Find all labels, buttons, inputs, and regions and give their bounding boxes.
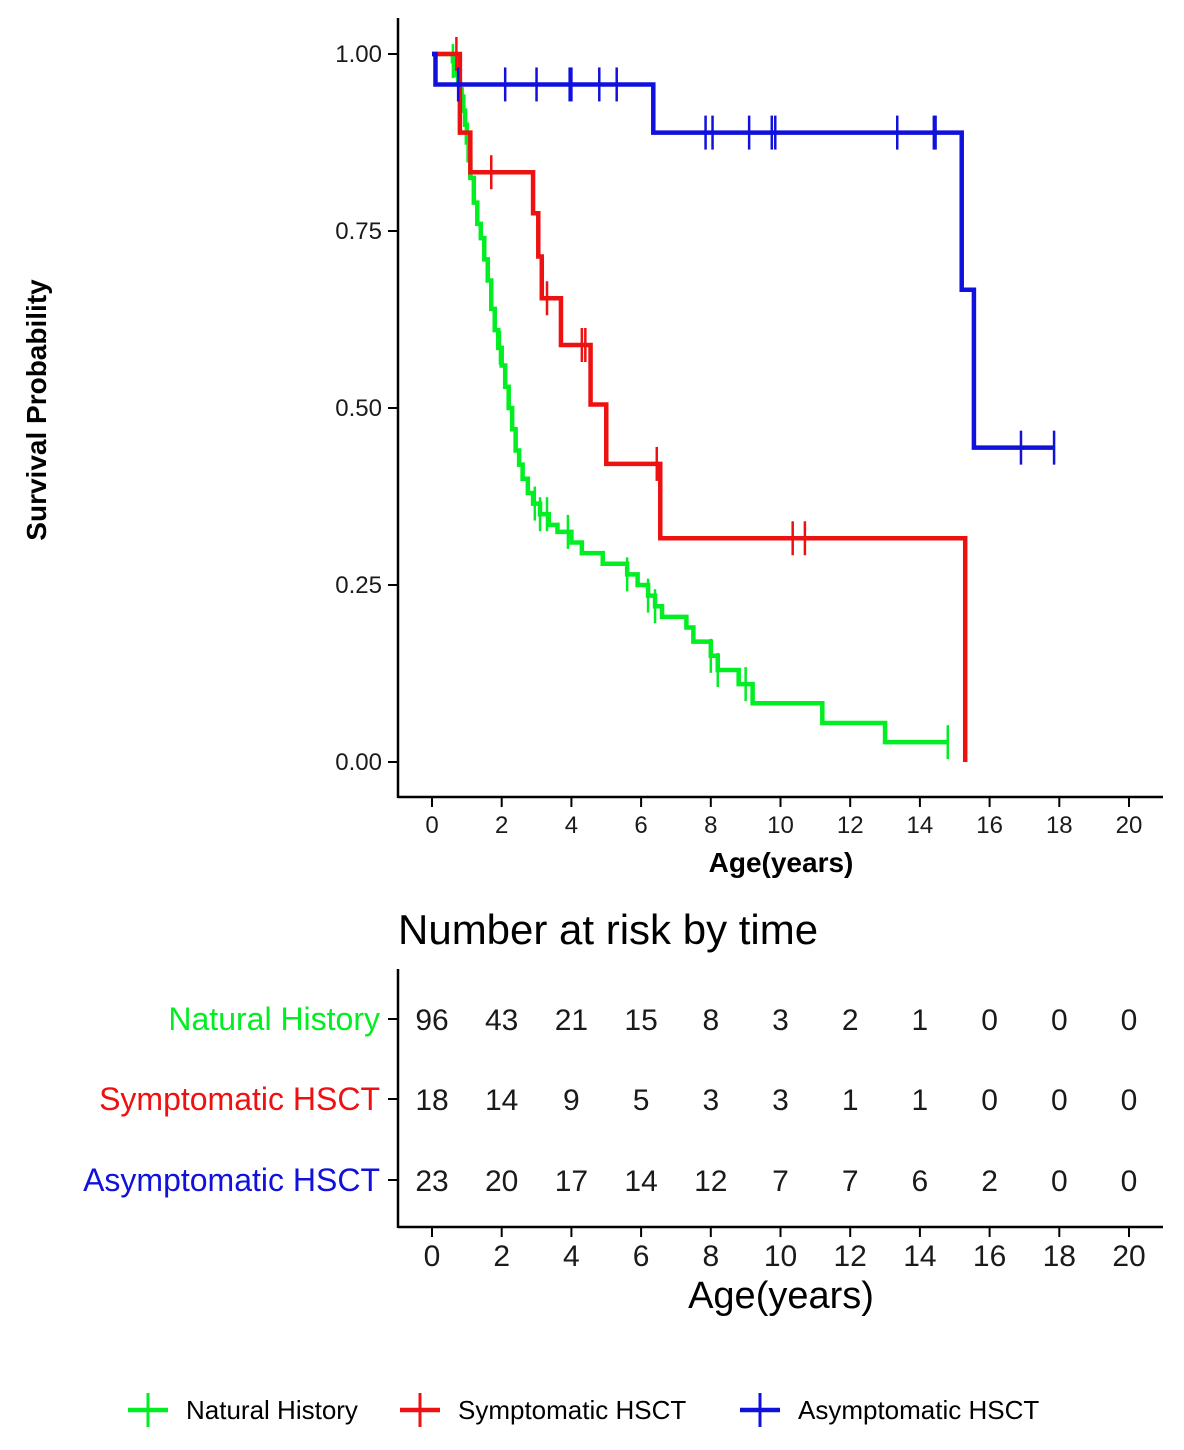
km-y-tick-label: 1.00	[335, 41, 382, 68]
km-x-tick-label: 18	[1046, 812, 1073, 839]
risk-cell: 0	[1121, 1165, 1138, 1198]
risk-cell: 1	[842, 1084, 859, 1117]
risk-cell: 12	[694, 1165, 727, 1198]
km-y-tick-label: 0.00	[335, 749, 382, 776]
risk-cell: 6	[912, 1165, 929, 1198]
legend-label-symptomatic-hsct: Symptomatic HSCT	[458, 1395, 686, 1425]
risk-cell: 2	[981, 1165, 998, 1198]
risk-row-label-asymptomatic-hsct: Asymptomatic HSCT	[83, 1162, 380, 1198]
km-x-tick-label: 14	[907, 812, 934, 839]
legend-label-asymptomatic-hsct: Asymptomatic HSCT	[798, 1395, 1039, 1425]
risk-table-title: Number at risk by time	[398, 906, 818, 953]
risk-cell: 18	[415, 1084, 448, 1117]
risk-cell: 3	[772, 1084, 789, 1117]
risk-cell: 0	[1121, 1084, 1138, 1117]
risk-cell: 9	[563, 1084, 580, 1117]
risk-x-ticks: 0 2 4 6 8 10 12 14 16 18 20	[424, 1227, 1146, 1273]
km-y-tick-label: 0.25	[335, 572, 382, 599]
risk-cell: 20	[485, 1165, 518, 1198]
risk-x-tick-label: 8	[702, 1240, 719, 1273]
km-y-tick-label: 0.75	[335, 218, 382, 245]
km-x-tick-label: 20	[1116, 812, 1143, 839]
risk-row-label-symptomatic-hsct: Symptomatic HSCT	[99, 1081, 380, 1117]
risk-x-tick-label: 14	[903, 1240, 936, 1273]
risk-cell: 3	[772, 1004, 789, 1037]
km-plot: 0 2 4 6 8 10 12 14 16 18 20 0.00 0.25 0.50 0.75 1.00 A…	[21, 18, 1163, 878]
risk-row-label-natural-history: Natural History	[168, 1001, 380, 1037]
km-curve-asymptomatic-hsct	[432, 51, 1055, 450]
risk-x-tick-label: 20	[1112, 1240, 1145, 1273]
risk-cell: 0	[981, 1084, 998, 1117]
risk-cell: 43	[485, 1004, 518, 1037]
risk-cell: 0	[1121, 1004, 1138, 1037]
risk-cell: 8	[702, 1004, 719, 1037]
km-y-tick-label: 0.50	[335, 395, 382, 422]
risk-cell: 2	[842, 1004, 859, 1037]
risk-x-tick-label: 16	[973, 1240, 1006, 1273]
risk-table: Number at risk by time Natural History 96…	[83, 906, 1163, 1317]
risk-cell: 17	[555, 1165, 588, 1198]
km-curve-symptomatic-hsct	[432, 51, 968, 762]
km-curve-natural-history	[432, 51, 948, 745]
risk-cell: 0	[981, 1004, 998, 1037]
km-x-tick-label: 4	[565, 812, 578, 839]
risk-x-tick-label: 2	[493, 1240, 510, 1273]
km-x-ticks: 0 2 4 6 8 10 12 14 16 18 20	[425, 797, 1142, 839]
risk-rows: Natural History 96 43 21 15 8 3 2 1 0 0 0Symptomati…	[83, 1001, 1137, 1198]
risk-x-tick-label: 12	[834, 1240, 867, 1273]
risk-cell: 7	[842, 1165, 859, 1198]
km-x-tick-label: 12	[837, 812, 864, 839]
risk-cell: 0	[1051, 1165, 1068, 1198]
risk-cell: 7	[772, 1165, 789, 1198]
km-x-tick-label: 16	[976, 812, 1003, 839]
risk-x-tick-label: 0	[424, 1240, 441, 1273]
km-x-tick-label: 2	[495, 812, 508, 839]
risk-cell: 3	[702, 1084, 719, 1117]
risk-x-tick-label: 4	[563, 1240, 580, 1273]
km-x-tick-label: 6	[634, 812, 647, 839]
risk-cell: 15	[624, 1004, 657, 1037]
km-y-axis-title: Survival Probability	[21, 279, 52, 541]
km-x-axis-title: Age(years)	[709, 847, 854, 878]
risk-x-axis-title: Age(years)	[688, 1275, 874, 1317]
km-y-ticks: 0.00 0.25 0.50 0.75 1.00	[335, 41, 398, 776]
risk-cell: 1	[912, 1004, 929, 1037]
legend-label-natural-history: Natural History	[186, 1395, 358, 1425]
risk-cell: 96	[415, 1004, 448, 1037]
risk-cell: 23	[415, 1165, 448, 1198]
risk-cell: 1	[912, 1084, 929, 1117]
risk-cell: 21	[555, 1004, 588, 1037]
risk-cell: 14	[485, 1084, 518, 1117]
risk-cell: 5	[633, 1084, 650, 1117]
km-x-tick-label: 0	[425, 812, 438, 839]
risk-cell: 14	[624, 1165, 657, 1198]
legend: Natural History Symptomatic HSCT Asymptoma…	[128, 1393, 1039, 1427]
risk-x-tick-label: 6	[633, 1240, 650, 1273]
risk-cell: 0	[1051, 1084, 1068, 1117]
risk-x-tick-label: 18	[1043, 1240, 1076, 1273]
km-curves	[432, 37, 1056, 762]
risk-x-tick-label: 10	[764, 1240, 797, 1273]
km-x-tick-label: 8	[704, 812, 717, 839]
risk-cell: 0	[1051, 1004, 1068, 1037]
km-x-tick-label: 10	[767, 812, 794, 839]
